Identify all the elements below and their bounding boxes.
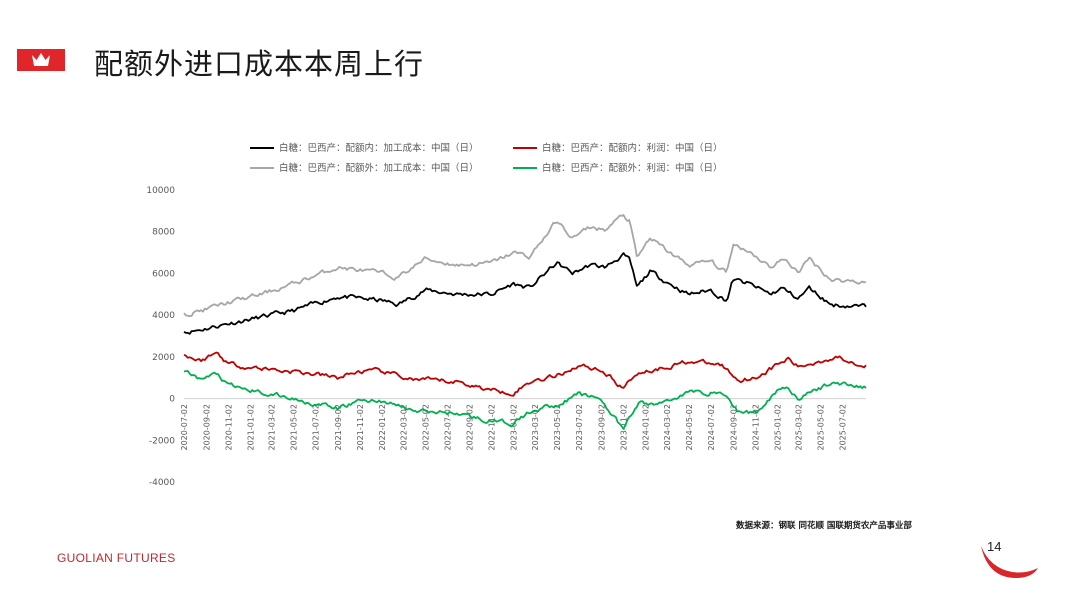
x-tick-label: 2021-11-02 [356, 404, 365, 451]
x-tick-label: 2023-01-02 [510, 404, 519, 451]
x-tick-label: 2022-01-02 [378, 404, 387, 451]
series-line-1 [183, 252, 867, 335]
x-tick-label: 2022-07-02 [443, 404, 452, 451]
y-tick-label: -2000 [149, 436, 175, 446]
x-tick-label: 2023-03-02 [531, 404, 540, 451]
y-tick-label: 2000 [152, 353, 175, 363]
legend-label: 白糖：巴西产：配额内：利润：中国（日） [542, 142, 723, 154]
y-tick-label: -4000 [149, 478, 175, 488]
x-tick-label: 2024-03-02 [663, 404, 672, 451]
crown-icon [32, 53, 50, 66]
x-tick-label: 2023-09-02 [597, 404, 606, 451]
y-tick-label: 10000 [146, 186, 175, 196]
series-line-3 [183, 351, 867, 397]
x-tick-label: 2022-05-02 [421, 404, 430, 451]
x-tick-label: 2021-07-02 [312, 404, 321, 451]
legend-label: 白糖：巴西产：配额外：利润：中国（日） [542, 162, 723, 174]
x-tick-label: 2025-03-02 [795, 404, 804, 451]
x-tick-label: 2021-03-02 [268, 404, 277, 451]
data-source-note: 数据来源：钢联 同花顺 国联期货农产品事业部 [736, 521, 912, 531]
x-tick-label: 2025-01-02 [773, 404, 782, 451]
series-line-4 [183, 370, 867, 430]
x-tick-label: 2020-09-02 [202, 404, 211, 451]
x-tick-label: 2024-07-02 [707, 404, 716, 451]
x-tick-label: 2020-11-02 [224, 404, 233, 451]
x-tick-label: 2021-01-02 [246, 404, 255, 451]
x-tick-label: 2024-09-02 [729, 404, 738, 451]
crown-logo-tab [17, 49, 65, 71]
y-tick-label: 0 [169, 395, 175, 405]
x-tick-label: 2021-09-02 [334, 404, 343, 451]
slide-title: 配额外进口成本本周上行 [94, 47, 425, 81]
page-number: 14 [987, 539, 1002, 554]
y-tick-label: 4000 [152, 311, 175, 321]
x-tick-label: 2024-01-02 [641, 404, 650, 451]
brand-name: GUOLIAN FUTURES [57, 551, 176, 565]
corner-arc-decoration [981, 546, 1038, 578]
x-tick-label: 2023-07-02 [575, 404, 584, 451]
y-tick-label: 6000 [152, 269, 175, 279]
y-tick-label: 8000 [152, 228, 175, 238]
x-tick-label: 2022-09-02 [466, 404, 475, 451]
x-tick-label: 2025-05-02 [817, 404, 826, 451]
x-tick-label: 2021-05-02 [290, 404, 299, 451]
x-tick-label: 2022-11-02 [488, 404, 497, 451]
legend-label: 白糖：巴西产：配额内：加工成本：中国（日） [279, 142, 479, 154]
x-tick-label: 2025-07-02 [839, 404, 848, 451]
x-tick-label: 2024-05-02 [685, 404, 694, 451]
legend-label: 白糖：巴西产：配额外：加工成本：中国（日） [279, 162, 479, 174]
series-line-2 [183, 214, 867, 318]
x-tick-label: 2023-05-02 [553, 404, 562, 451]
x-tick-label: 2022-03-02 [399, 404, 408, 451]
x-tick-label: 2024-11-02 [751, 404, 760, 451]
x-tick-label: 2020-07-02 [180, 404, 189, 451]
